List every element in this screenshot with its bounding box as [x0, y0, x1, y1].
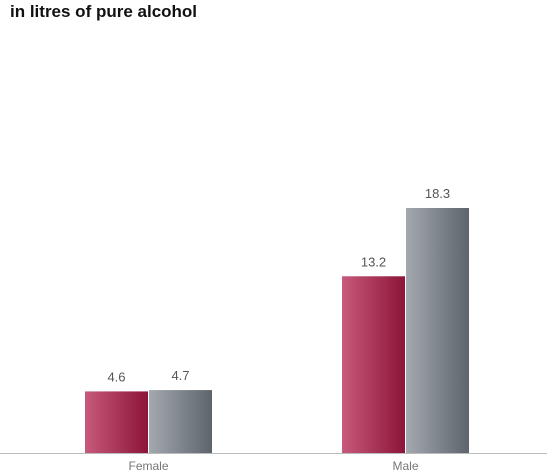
data-label-male-series-2: 18.3: [425, 186, 450, 201]
x-tick-label-female: Female: [128, 459, 168, 473]
data-label-male-series-1: 13.2: [361, 254, 386, 269]
bar-male-series-1: [342, 276, 405, 453]
bars-group: [85, 208, 469, 453]
x-tick-label-male: Male: [392, 459, 418, 473]
labels-group: 4.6 4.7 Female 13.2 18.3 Male: [107, 186, 450, 473]
chart-title: in litres of pure alcohol: [10, 2, 198, 21]
bar-male-series-2: [406, 208, 469, 453]
data-label-female-series-1: 4.6: [107, 369, 125, 384]
bar-female-series-1: [85, 391, 148, 453]
bar-female-series-2: [149, 390, 212, 453]
data-label-female-series-2: 4.7: [171, 368, 189, 383]
